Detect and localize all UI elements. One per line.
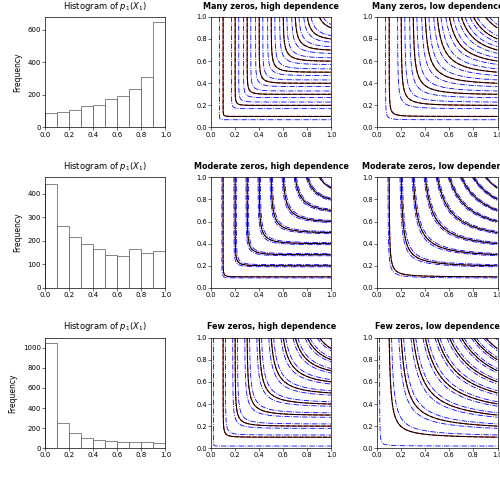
Title: Few zeros, high dependence: Few zeros, high dependence <box>206 322 336 331</box>
Bar <box>154 252 166 288</box>
Title: Histogram of $p_1(X_1)$: Histogram of $p_1(X_1)$ <box>64 160 147 173</box>
Bar <box>154 443 166 448</box>
Bar <box>57 112 69 127</box>
Bar <box>57 226 69 288</box>
Bar <box>69 237 81 288</box>
Bar <box>117 442 129 448</box>
Bar <box>81 438 93 448</box>
Bar <box>117 256 129 288</box>
Title: Histogram of $p_1(X_1)$: Histogram of $p_1(X_1)$ <box>64 0 147 13</box>
Bar <box>142 253 154 288</box>
Bar <box>105 255 117 288</box>
Bar <box>154 22 166 127</box>
Bar <box>45 113 57 127</box>
Y-axis label: Frequency: Frequency <box>13 53 22 92</box>
Title: Moderate zeros, low dependence: Moderate zeros, low dependence <box>362 162 500 171</box>
Bar <box>129 249 141 288</box>
Bar <box>129 89 141 127</box>
Y-axis label: Frequency: Frequency <box>13 213 22 252</box>
Bar <box>45 343 57 448</box>
Bar <box>93 440 105 448</box>
Title: Many zeros, low dependence: Many zeros, low dependence <box>372 1 500 11</box>
Title: Few zeros, low dependence: Few zeros, low dependence <box>375 322 500 331</box>
Bar <box>93 249 105 288</box>
Bar <box>81 107 93 127</box>
Bar <box>105 441 117 448</box>
Y-axis label: Frequency: Frequency <box>8 373 18 413</box>
Bar <box>57 423 69 448</box>
Bar <box>117 96 129 127</box>
Bar <box>142 442 154 448</box>
Bar <box>81 244 93 288</box>
Bar <box>69 109 81 127</box>
Title: Moderate zeros, high dependence: Moderate zeros, high dependence <box>194 162 348 171</box>
Title: Histogram of $p_1(X_1)$: Histogram of $p_1(X_1)$ <box>64 321 147 334</box>
Bar <box>69 433 81 448</box>
Bar <box>129 442 141 448</box>
Bar <box>142 77 154 127</box>
Title: Many zeros, high dependence: Many zeros, high dependence <box>204 1 339 11</box>
Bar <box>45 184 57 288</box>
Bar <box>105 99 117 127</box>
Bar <box>93 105 105 127</box>
